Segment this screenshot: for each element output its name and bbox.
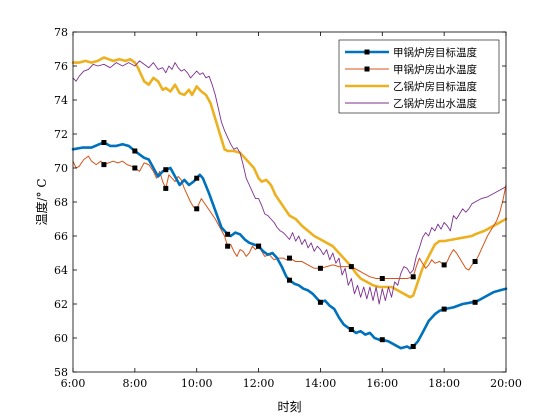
series-3 xyxy=(71,56,508,299)
y-tick-label: 60 xyxy=(54,332,68,345)
series-marker xyxy=(410,344,416,349)
x-tick-label: 18:00 xyxy=(428,377,460,390)
y-tick-label: 76 xyxy=(54,60,68,73)
series-line xyxy=(71,141,508,350)
series-marker xyxy=(225,231,231,237)
series-line xyxy=(72,60,507,305)
legend-entry: 乙锅炉房出水温度 xyxy=(345,97,477,110)
series-marker xyxy=(472,259,478,264)
series-marker xyxy=(410,274,416,280)
series-marker xyxy=(194,206,200,212)
x-tick-label: 14:00 xyxy=(305,377,337,390)
y-tick-label: 62 xyxy=(54,298,68,311)
legend-label: 甲锅炉房目标温度 xyxy=(393,46,477,59)
y-tick-label: 78 xyxy=(54,26,68,39)
axis-ticks: 6:00 8:00 10:00 12:00 14:00 16:00 18:00 20:00 58… xyxy=(54,26,522,390)
legend-marker xyxy=(364,66,370,72)
x-tick-label: 16:00 xyxy=(366,377,398,390)
series-marker xyxy=(194,175,200,181)
series-marker xyxy=(132,148,138,154)
series-marker xyxy=(101,162,107,168)
series-line xyxy=(71,56,508,299)
x-axis-title: 时刻 xyxy=(277,400,301,414)
series-marker xyxy=(163,185,169,191)
series-marker xyxy=(225,243,231,249)
series-marker xyxy=(132,165,138,171)
series-layer xyxy=(71,56,508,350)
legend-label: 乙锅炉房出水温度 xyxy=(393,97,477,110)
series-line xyxy=(72,155,507,279)
series-marker xyxy=(441,262,447,268)
y-axis-title: 温度/° C xyxy=(34,178,49,225)
legend-label: 乙锅炉房目标温度 xyxy=(393,80,477,93)
series-marker xyxy=(287,277,292,283)
legend-label: 甲锅炉房出水温度 xyxy=(393,63,477,76)
series-marker xyxy=(472,299,478,305)
series-4 xyxy=(72,60,507,305)
x-tick-label: 10:00 xyxy=(181,377,213,390)
legend-entry: 甲锅炉房目标温度 xyxy=(345,46,477,59)
series-marker xyxy=(348,327,354,332)
y-tick-label: 72 xyxy=(54,128,68,141)
series-marker xyxy=(256,243,262,249)
y-tick-label: 66 xyxy=(54,230,68,243)
series-marker xyxy=(163,167,169,173)
y-tick-label: 64 xyxy=(54,264,68,277)
series-marker xyxy=(441,306,447,312)
x-tick-label: 8:00 xyxy=(123,377,148,390)
series-marker xyxy=(317,299,323,305)
series-marker xyxy=(379,337,385,343)
series-1 xyxy=(71,140,508,350)
series-marker xyxy=(101,140,107,145)
y-tick-label: 58 xyxy=(54,366,68,379)
series-marker xyxy=(348,264,354,270)
x-tick-label: 6:00 xyxy=(61,377,86,390)
legend-entry: 甲锅炉房出水温度 xyxy=(345,63,477,76)
series-marker xyxy=(379,276,385,281)
series-marker xyxy=(317,265,323,271)
legend-marker xyxy=(364,49,370,55)
y-tick-label: 70 xyxy=(54,162,68,175)
legend-entry: 乙锅炉房目标温度 xyxy=(345,80,477,93)
series-marker xyxy=(287,255,292,261)
y-tick-label: 68 xyxy=(54,196,68,209)
y-tick-label: 74 xyxy=(54,94,68,107)
series-2 xyxy=(72,155,507,281)
x-tick-label: 12:00 xyxy=(243,377,275,390)
x-tick-label: 20:00 xyxy=(490,377,522,390)
